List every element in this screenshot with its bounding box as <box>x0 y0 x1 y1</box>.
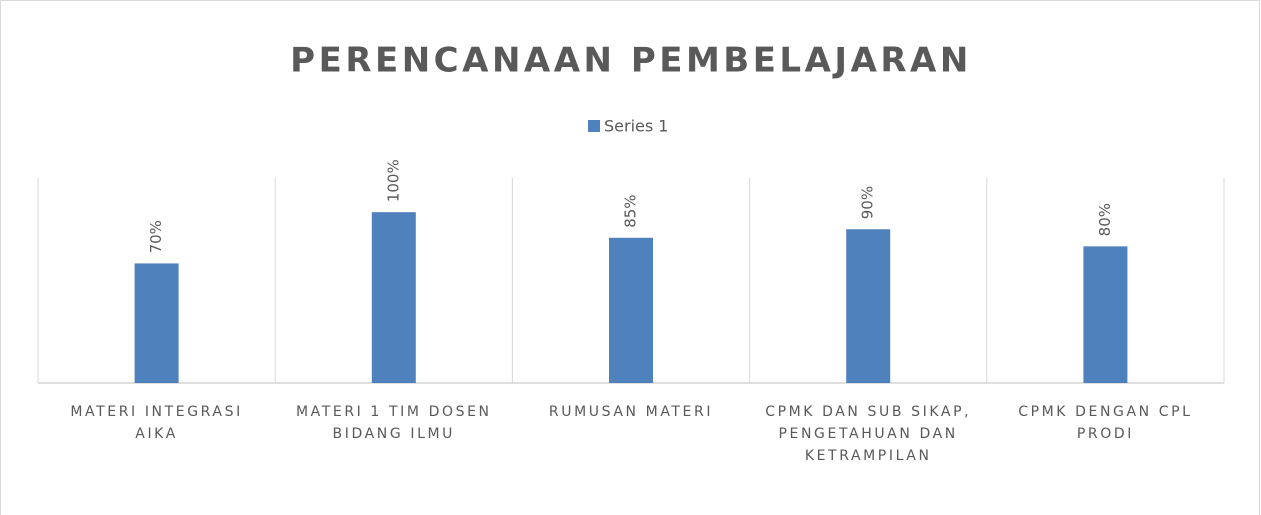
x-tick-label: RUMUSAN MATERI <box>548 404 714 420</box>
x-tick-label: MATERI 1 TIM DOSEN BIDANG ILMU <box>295 404 492 442</box>
x-tick-label: CPMK DAN SUB SIKAP, PENGETAHUAN DAN KETR… <box>765 404 972 464</box>
data-label: 70% <box>147 220 165 253</box>
bar <box>609 237 653 383</box>
bar <box>371 212 416 383</box>
data-label: 100% <box>384 159 402 202</box>
x-tick-label: CPMK DENGAN CPL PRODI <box>1018 404 1193 442</box>
bar <box>846 229 891 383</box>
x-tick-label: MATERI INTEGRASI AIKA <box>70 404 243 442</box>
bar <box>1083 246 1128 383</box>
chart-title: PERENCANAAN PEMBELAJARAN <box>290 41 972 81</box>
legend-label: Series 1 <box>604 117 668 136</box>
bar <box>134 263 179 383</box>
data-label: 85% <box>622 194 640 227</box>
legend-swatch <box>588 120 600 132</box>
data-label: 90% <box>859 186 877 219</box>
data-label: 80% <box>1096 203 1114 236</box>
